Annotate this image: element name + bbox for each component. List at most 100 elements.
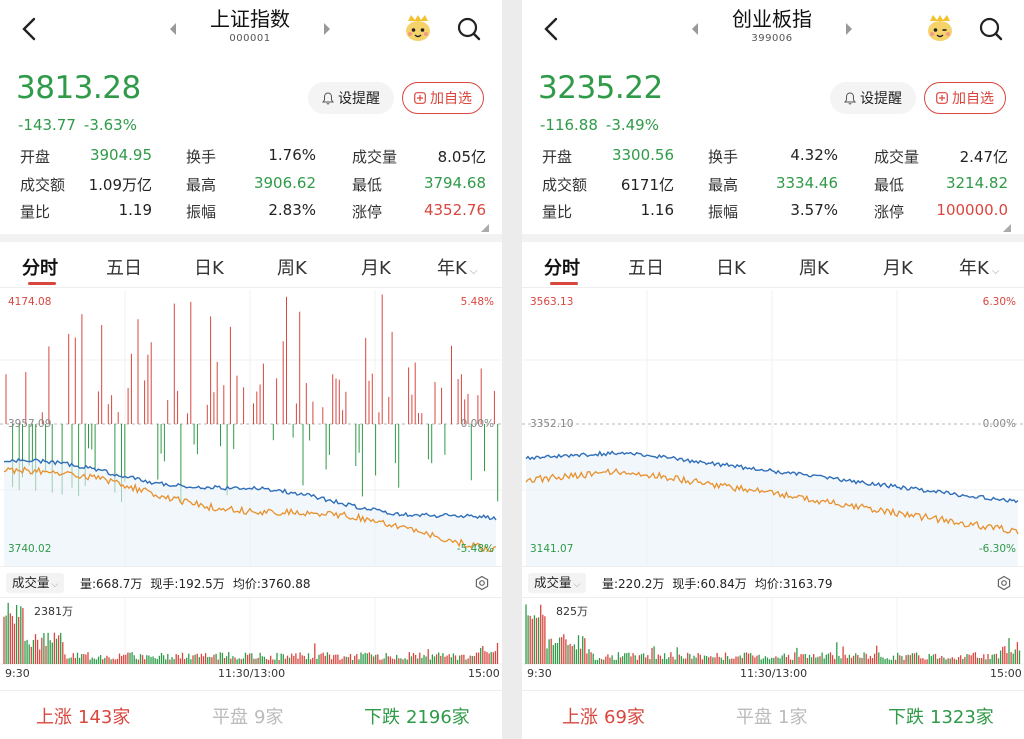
falling-count[interactable]: 下跌 1323家 bbox=[888, 703, 994, 729]
price-area bbox=[526, 451, 1018, 566]
stats-row: 成交额 1.09万亿 最高 3906.62 最低 3794.68 bbox=[20, 172, 486, 200]
expand-corner-icon[interactable] bbox=[1003, 224, 1011, 232]
prev-index-arrow-icon[interactable] bbox=[690, 22, 700, 36]
set-alert-label: 设提醒 bbox=[860, 91, 902, 107]
expand-corner-icon[interactable] bbox=[481, 224, 489, 232]
change-value: -116.88 bbox=[540, 116, 598, 134]
stat-label: 开盘 bbox=[542, 148, 573, 166]
average-price: 均价:3163.79 bbox=[754, 577, 833, 591]
section-divider bbox=[522, 234, 1024, 242]
volume-total: 量:220.2万 bbox=[602, 577, 665, 591]
indicator-selector[interactable]: 成交量 ⌵ bbox=[528, 573, 587, 593]
stats-row: 开盘 3300.56 换手 4.32% 成交量 2.47亿 bbox=[542, 144, 1008, 172]
prev-index-arrow-icon[interactable] bbox=[168, 22, 178, 36]
stat-label: 最高 bbox=[186, 175, 217, 194]
settings-icon[interactable] bbox=[474, 575, 490, 591]
tab-yearly-k[interactable]: 年K ⌵ bbox=[437, 254, 477, 280]
volume-total: 量:668.7万 bbox=[80, 577, 143, 591]
pct-bottom-label: -6.30% bbox=[978, 543, 1016, 555]
stats-row: 成交额 6171亿 最高 3334.46 最低 3214.82 bbox=[542, 172, 1008, 200]
time-label-close: 15:00 bbox=[990, 667, 1022, 680]
stats-row: 量比 1.16 振幅 3.57% 涨停 100000.0 bbox=[542, 199, 1008, 227]
rising-label: 上涨 bbox=[36, 707, 72, 728]
stat-value: 2.47亿 bbox=[959, 148, 1008, 166]
y-axis-bottom-label: 3141.07 bbox=[530, 543, 574, 555]
falling-label: 下跌 bbox=[364, 707, 400, 728]
rising-count[interactable]: 上涨 143家 bbox=[36, 703, 130, 729]
stat-value: 3.57% bbox=[790, 201, 838, 219]
index-code: 399006 bbox=[751, 33, 793, 44]
tab-monthly-k[interactable]: 月K bbox=[361, 258, 391, 279]
flat-count[interactable]: 平盘 1家 bbox=[736, 703, 807, 729]
stat-value: 1.19 bbox=[118, 201, 152, 219]
y-axis-top-label: 3563.13 bbox=[530, 296, 574, 308]
stat-label: 成交额 bbox=[20, 175, 66, 194]
add-favorite-button[interactable]: 加自选 bbox=[402, 82, 484, 114]
back-button[interactable] bbox=[18, 14, 42, 44]
stat-label: 最低 bbox=[874, 175, 905, 194]
stat-value: 6171亿 bbox=[620, 175, 674, 194]
volume-current: 现手:192.5万 bbox=[150, 577, 225, 591]
time-label-close: 15:00 bbox=[468, 667, 500, 680]
set-alert-button[interactable]: 设提醒 bbox=[308, 82, 394, 114]
time-label-open: 9:30 bbox=[5, 667, 30, 680]
set-alert-button[interactable]: 设提醒 bbox=[830, 82, 916, 114]
index-title-box: 创业板指 399006 bbox=[702, 6, 842, 46]
back-button[interactable] bbox=[540, 14, 564, 44]
change-percent: -3.49% bbox=[605, 116, 659, 134]
tab-weekly-k[interactable]: 周K bbox=[277, 258, 307, 279]
tab-monthly-k[interactable]: 月K bbox=[883, 258, 913, 279]
search-icon[interactable] bbox=[978, 16, 1004, 42]
bell-icon bbox=[322, 91, 334, 104]
current-price: 3235.22 bbox=[538, 70, 663, 106]
stat-label: 开盘 bbox=[20, 148, 51, 166]
tab-five-day[interactable]: 五日 bbox=[628, 258, 664, 279]
indicator-selector[interactable]: 成交量 ⌵ bbox=[6, 573, 65, 593]
index-title-box: 上证指数 000001 bbox=[180, 6, 320, 46]
y-axis-mid-label: 3352.10 bbox=[530, 418, 574, 430]
chart-tabs: 分时 五日 日K 周K 月K 年K ⌵ bbox=[522, 244, 1024, 288]
stat-label: 涨停 bbox=[874, 203, 905, 221]
y-axis-bottom-label: 3740.02 bbox=[8, 543, 52, 555]
tab-intraday[interactable]: 分时 bbox=[544, 258, 580, 279]
add-favorite-label: 加自选 bbox=[430, 91, 472, 107]
market-breadth: 上涨 143家 平盘 9家 下跌 2196家 bbox=[0, 690, 502, 739]
stat-label: 量比 bbox=[542, 203, 573, 221]
stat-label: 最高 bbox=[708, 175, 739, 194]
next-index-arrow-icon[interactable] bbox=[322, 22, 332, 36]
flat-count[interactable]: 平盘 9家 bbox=[212, 703, 283, 729]
flat-value: 9家 bbox=[254, 707, 284, 728]
add-favorite-label: 加自选 bbox=[952, 91, 994, 107]
quote-panel-gem: 创业板指 399006 3235.22 -116.88 -3.49% 设提醒 bbox=[522, 0, 1024, 739]
tab-five-day[interactable]: 五日 bbox=[106, 258, 142, 279]
y-axis-mid-label: 3957.09 bbox=[8, 418, 52, 430]
flat-label: 平盘 bbox=[212, 707, 248, 728]
volume-current: 现手:60.84万 bbox=[672, 577, 747, 591]
rising-count[interactable]: 上涨 69家 bbox=[562, 703, 645, 729]
intraday-chart[interactable]: 3563.13 3352.10 3141.07 6.30% 0.00% -6.3… bbox=[522, 290, 1024, 566]
tab-daily-k[interactable]: 日K bbox=[194, 258, 224, 279]
falling-label: 下跌 bbox=[888, 707, 924, 728]
mascot-icon[interactable] bbox=[402, 12, 434, 44]
stat-label: 振幅 bbox=[186, 203, 217, 221]
tab-intraday[interactable]: 分时 bbox=[22, 258, 58, 279]
mascot-icon[interactable] bbox=[924, 12, 956, 44]
next-index-arrow-icon[interactable] bbox=[844, 22, 854, 36]
tab-weekly-k[interactable]: 周K bbox=[799, 258, 829, 279]
stat-value: 3214.82 bbox=[945, 173, 1008, 192]
falling-count[interactable]: 下跌 2196家 bbox=[364, 703, 470, 729]
stats-row: 开盘 3904.95 换手 1.76% 成交量 8.05亿 bbox=[20, 144, 486, 172]
settings-icon[interactable] bbox=[996, 575, 1012, 591]
pct-bottom-label: -5.48% bbox=[456, 543, 494, 555]
tab-daily-k[interactable]: 日K bbox=[716, 258, 746, 279]
header: 创业板指 399006 bbox=[522, 0, 1024, 58]
tab-yearly-k[interactable]: 年K ⌵ bbox=[959, 254, 999, 280]
indicator-selector-label: 成交量 bbox=[12, 575, 50, 590]
add-favorite-button[interactable]: 加自选 bbox=[924, 82, 1006, 114]
pct-top-label: 6.30% bbox=[982, 296, 1016, 308]
pct-mid-label: 0.00% bbox=[460, 418, 494, 430]
chevron-left-icon bbox=[22, 17, 36, 41]
active-tab-indicator bbox=[28, 282, 56, 285]
search-icon[interactable] bbox=[456, 16, 482, 42]
intraday-chart[interactable]: 4174.08 3957.09 3740.02 5.48% 0.00% -5.4… bbox=[0, 290, 502, 566]
